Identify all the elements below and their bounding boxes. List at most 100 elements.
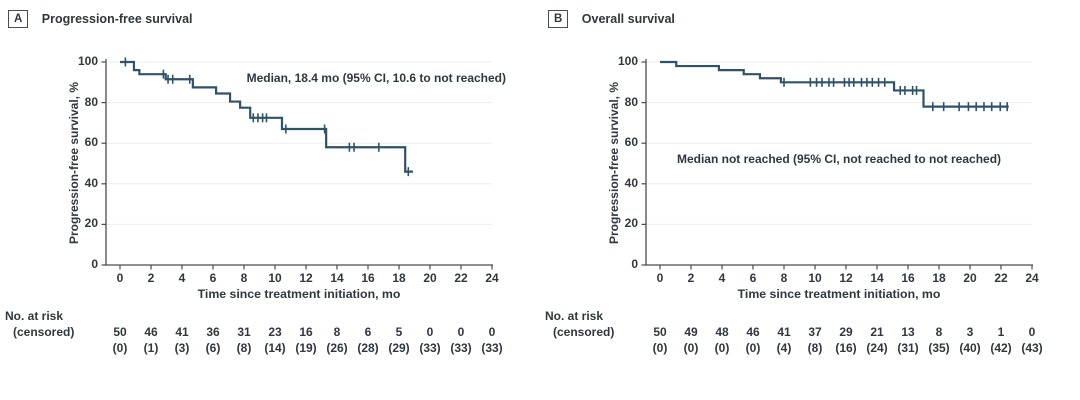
panel-letter-badge: B bbox=[548, 10, 569, 28]
at-risk-count: 5 bbox=[395, 325, 403, 339]
at-risk-count: 46 bbox=[144, 325, 158, 339]
x-axis-tick-label: 6 bbox=[749, 271, 757, 285]
censored-count: (14) bbox=[264, 341, 286, 355]
at-risk-count: 8 bbox=[333, 325, 341, 339]
censored-count: (6) bbox=[205, 341, 221, 355]
x-axis-label: Time since treatment initiation, mo bbox=[197, 287, 401, 301]
at-risk-count: 37 bbox=[808, 325, 822, 339]
panel-header: A Progression-free survival bbox=[8, 10, 193, 28]
x-axis-tick-label: 12 bbox=[299, 271, 313, 285]
x-axis-tick-label: 14 bbox=[330, 271, 344, 285]
censored-count: (16) bbox=[835, 341, 857, 355]
x-axis-tick-label: 10 bbox=[808, 271, 822, 285]
x-axis-tick-label: 16 bbox=[361, 271, 375, 285]
censored-row-label: (censored) bbox=[13, 325, 75, 339]
censored-row-label: (censored) bbox=[553, 325, 615, 339]
at-risk-count: 16 bbox=[299, 325, 313, 339]
at-risk-count: 29 bbox=[839, 325, 853, 339]
at-risk-count: 1 bbox=[997, 325, 1005, 339]
at-risk-count: 6 bbox=[364, 325, 372, 339]
x-axis-tick-label: 8 bbox=[240, 271, 248, 285]
y-axis-tick-label: 60 bbox=[624, 135, 638, 150]
at-risk-count: 0 bbox=[457, 325, 465, 339]
y-axis-tick-label: 60 bbox=[84, 135, 98, 150]
censored-count: (31) bbox=[897, 341, 919, 355]
at-risk-count: 0 bbox=[488, 325, 496, 339]
at-risk-count: 46 bbox=[746, 325, 760, 339]
x-axis-tick-label: 20 bbox=[423, 271, 437, 285]
at-risk-count: 50 bbox=[653, 325, 667, 339]
censored-count: (0) bbox=[652, 341, 668, 355]
censored-count: (28) bbox=[357, 341, 379, 355]
median-annotation: Median, 18.4 mo (95% CI, 10.6 to not rea… bbox=[246, 71, 506, 85]
at-risk-count: 3 bbox=[966, 325, 974, 339]
y-axis-tick-label: 0 bbox=[631, 257, 638, 271]
at-risk-row-label: No. at risk bbox=[5, 309, 64, 323]
x-axis-tick-label: 18 bbox=[392, 271, 406, 285]
median-annotation: Median not reached (95% CI, not reached … bbox=[676, 152, 1002, 166]
at-risk-count: 21 bbox=[870, 325, 884, 339]
x-axis-label: Time since treatment initiation, mo bbox=[737, 287, 941, 301]
km-plot-pfs bbox=[101, 57, 493, 270]
censored-count: (42) bbox=[990, 341, 1012, 355]
at-risk-count: 23 bbox=[268, 325, 282, 339]
y-axis-tick-label: 0 bbox=[91, 257, 98, 271]
censored-count: (0) bbox=[112, 341, 128, 355]
y-axis-tick-label: 20 bbox=[624, 216, 638, 231]
censored-count: (43) bbox=[1021, 341, 1043, 355]
at-risk-count: 41 bbox=[175, 325, 189, 339]
at-risk-count: 41 bbox=[777, 325, 791, 339]
panel-title: Progression-free survival bbox=[41, 12, 193, 26]
x-axis-tick-label: 4 bbox=[178, 271, 186, 285]
censored-count: (29) bbox=[388, 341, 410, 355]
x-axis-tick-label: 22 bbox=[454, 271, 468, 285]
y-axis-tick-label: 100 bbox=[617, 54, 638, 68]
at-risk-count: 0 bbox=[1028, 325, 1036, 339]
censored-count: (8) bbox=[807, 341, 823, 355]
at-risk-count: 50 bbox=[113, 325, 127, 339]
x-axis-tick-label: 16 bbox=[901, 271, 915, 285]
y-axis-tick-label: 80 bbox=[84, 94, 98, 109]
at-risk-row-label: No. at risk bbox=[545, 309, 604, 323]
at-risk-count: 48 bbox=[715, 325, 729, 339]
x-axis-tick-label: 2 bbox=[147, 271, 155, 285]
censored-count: (33) bbox=[481, 341, 503, 355]
censored-count: (0) bbox=[714, 341, 730, 355]
x-axis-tick-label: 6 bbox=[209, 271, 217, 285]
y-axis-tick-label: 100 bbox=[77, 54, 98, 68]
censored-count: (35) bbox=[928, 341, 950, 355]
x-axis-tick-label: 10 bbox=[268, 271, 282, 285]
censored-count: (24) bbox=[866, 341, 888, 355]
x-axis-tick-label: 24 bbox=[485, 271, 499, 285]
x-axis-tick-label: 0 bbox=[116, 271, 124, 285]
censored-count: (0) bbox=[683, 341, 699, 355]
censored-count: (33) bbox=[419, 341, 441, 355]
panel-header: B Overall survival bbox=[548, 10, 675, 28]
censored-count: (26) bbox=[326, 341, 348, 355]
x-axis-tick-label: 14 bbox=[870, 271, 884, 285]
x-axis-tick-label: 0 bbox=[656, 271, 664, 285]
censored-count: (4) bbox=[776, 341, 792, 355]
y-axis-tick-label: 40 bbox=[624, 175, 638, 190]
panel-title: Overall survival bbox=[581, 12, 675, 26]
censored-count: (40) bbox=[959, 341, 981, 355]
censored-count: (33) bbox=[450, 341, 472, 355]
x-axis-tick-label: 2 bbox=[687, 271, 695, 285]
panel-overall-survival: B Overall survival Progression-free surv… bbox=[540, 0, 1080, 400]
censored-count: (3) bbox=[174, 341, 190, 355]
x-axis-tick-label: 12 bbox=[839, 271, 853, 285]
censored-count: (8) bbox=[236, 341, 252, 355]
survival-curve bbox=[120, 60, 413, 173]
x-axis-tick-label: 24 bbox=[1025, 271, 1039, 285]
x-axis-tick-label: 18 bbox=[932, 271, 946, 285]
y-axis-tick-label: 20 bbox=[84, 216, 98, 231]
censored-count: (0) bbox=[745, 341, 761, 355]
at-risk-count: 8 bbox=[935, 325, 943, 339]
censored-count: (19) bbox=[295, 341, 317, 355]
at-risk-count: 31 bbox=[237, 325, 251, 339]
x-axis-tick-label: 20 bbox=[963, 271, 977, 285]
x-axis-tick-label: 22 bbox=[994, 271, 1008, 285]
x-axis-tick-label: 8 bbox=[780, 271, 788, 285]
at-risk-count: 36 bbox=[206, 325, 220, 339]
